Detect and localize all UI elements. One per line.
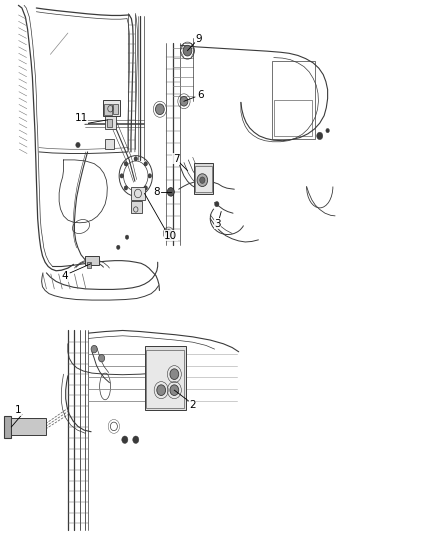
Bar bbox=[105, 139, 114, 149]
Circle shape bbox=[167, 188, 174, 196]
Circle shape bbox=[317, 132, 323, 140]
Circle shape bbox=[166, 230, 172, 237]
Bar bbox=[11, 418, 46, 435]
Circle shape bbox=[134, 157, 138, 161]
Text: 3: 3 bbox=[214, 219, 221, 229]
Text: 2: 2 bbox=[189, 400, 196, 410]
Bar bbox=[194, 163, 213, 194]
Bar bbox=[105, 116, 116, 129]
Circle shape bbox=[326, 128, 329, 133]
Bar bbox=[131, 201, 142, 213]
Circle shape bbox=[183, 45, 192, 56]
Bar bbox=[113, 104, 118, 114]
Bar bbox=[4, 416, 11, 438]
Bar bbox=[195, 166, 212, 192]
Circle shape bbox=[144, 186, 148, 190]
Bar bbox=[131, 187, 145, 200]
Circle shape bbox=[200, 177, 205, 183]
Circle shape bbox=[120, 174, 124, 178]
Text: 10: 10 bbox=[164, 231, 177, 240]
Circle shape bbox=[76, 142, 80, 148]
Circle shape bbox=[124, 161, 127, 166]
Text: 1: 1 bbox=[15, 406, 22, 415]
Bar bbox=[272, 61, 315, 139]
Circle shape bbox=[155, 104, 164, 115]
Text: 4: 4 bbox=[61, 271, 68, 281]
Bar bbox=[145, 346, 186, 410]
Text: 8: 8 bbox=[153, 187, 160, 197]
Circle shape bbox=[125, 235, 129, 239]
Bar bbox=[87, 262, 91, 268]
Circle shape bbox=[144, 161, 148, 166]
Circle shape bbox=[124, 186, 127, 190]
Circle shape bbox=[180, 96, 188, 106]
Circle shape bbox=[122, 436, 128, 443]
Circle shape bbox=[170, 385, 179, 395]
Text: 6: 6 bbox=[197, 90, 204, 100]
Circle shape bbox=[157, 385, 166, 395]
Bar bbox=[103, 100, 120, 116]
Bar bbox=[146, 350, 184, 408]
Text: 9: 9 bbox=[195, 35, 202, 44]
Circle shape bbox=[117, 245, 120, 249]
Circle shape bbox=[170, 369, 179, 379]
Circle shape bbox=[99, 354, 105, 362]
Circle shape bbox=[148, 174, 152, 178]
Text: 11: 11 bbox=[74, 114, 88, 123]
Circle shape bbox=[134, 191, 138, 195]
Bar bbox=[85, 256, 99, 265]
Circle shape bbox=[215, 201, 219, 207]
Bar bbox=[104, 104, 112, 115]
Circle shape bbox=[133, 436, 139, 443]
Text: 7: 7 bbox=[173, 154, 180, 164]
Bar bbox=[107, 119, 112, 127]
Bar bbox=[274, 100, 312, 136]
Circle shape bbox=[91, 345, 97, 353]
Circle shape bbox=[197, 174, 208, 187]
